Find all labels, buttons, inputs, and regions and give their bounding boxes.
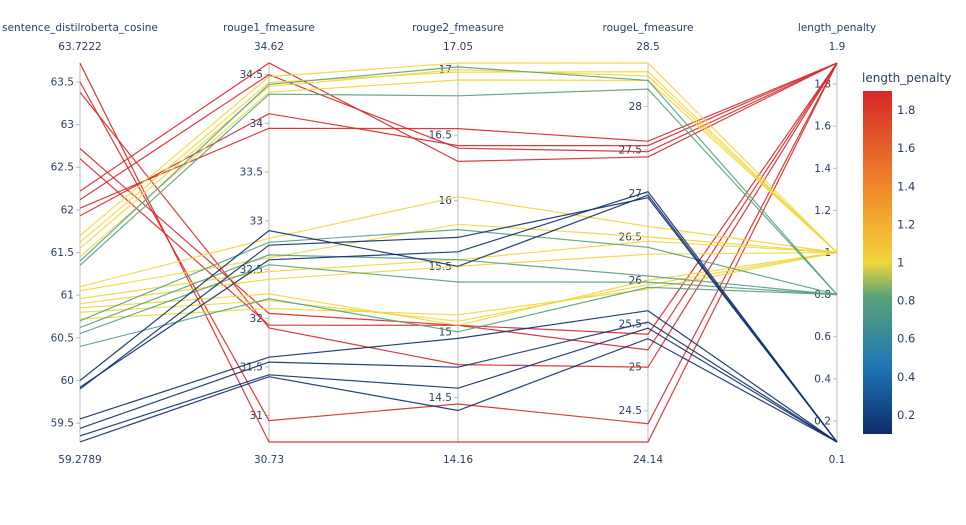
axis-range-max: 34.62 [254,41,284,53]
axis-tick-label: 60 [61,375,74,387]
axis-tick-label: 33 [250,215,263,227]
axis-tick-label: 25 [629,362,642,374]
data-line [79,62,838,425]
data-line [79,327,838,443]
colorbar-tick-label: 0.2 [897,408,915,422]
axis-title: sentence_distilroberta_cosine [2,22,158,34]
data-line [79,62,838,368]
colorbar-title: length_penalty [862,71,951,85]
axis-tick-label: 62 [61,204,74,216]
data-line [79,337,838,443]
data-line [79,62,838,209]
data-line [79,228,838,322]
colorbar-tick-label: 1.4 [897,179,915,193]
colorbar-tick-label: 0.6 [897,332,915,346]
axis-tick-label: 1.6 [814,121,831,133]
data-line [79,68,838,253]
axis-tick-label: 59.5 [51,418,74,430]
axis-tick-label: 63.5 [51,76,74,88]
data-lines [79,62,838,443]
data-line [79,71,838,253]
data-line [79,88,838,296]
axis-tick-label: 61.5 [51,247,74,259]
axis-tick-label: 60.5 [51,332,74,344]
data-line [79,194,838,443]
axis-tick-label: 28 [629,101,642,113]
data-line [79,286,838,347]
colorbar-tick-label: 1.2 [897,217,915,231]
axis-range-min: 0.1 [829,454,846,466]
axis-title: rouge1_fmeasure [223,22,315,34]
axis-tick-label: 0.6 [814,331,831,343]
data-line [79,254,838,329]
axis-title: rouge2_fmeasure [412,22,504,34]
axis-title: length_penalty [798,22,876,34]
axis-range-min: 59.2789 [58,454,101,466]
data-line [79,62,838,253]
axis-range-min: 30.73 [254,454,284,466]
colorbar-tick-label: 1.6 [897,141,915,155]
data-line [79,264,838,335]
axis-title: rougeL_fmeasure [603,22,694,34]
data-line [79,251,838,322]
data-line [79,62,838,201]
axes: sentence_distilroberta_cosine 63.7222 59.2… [2,22,876,466]
axis-tick-label: 16.5 [429,130,452,142]
colorbar: length_penalty 0.2 0.4 0.6 0.8 1 1.2 1.4 1.6 1.8 [862,71,951,434]
colorbar-tick-label: 0.8 [897,294,915,308]
axis-tick-label: 0.4 [814,373,831,385]
axis-tick-label: 34 [250,118,264,130]
axis-tick-label: 24.5 [619,405,642,417]
data-line [79,191,838,443]
axis-tick-label: 61 [61,290,74,302]
axis-tick-label: 1.4 [814,163,831,175]
data-line [79,321,838,443]
axis-range-max: 17.05 [443,41,473,53]
data-line [79,310,838,443]
data-line [79,251,838,326]
data-line [79,62,838,443]
axis-tick-label: 26.5 [619,231,642,243]
axis-tick-label: 62.5 [51,162,74,174]
axis-range-min: 14.16 [443,454,473,466]
colorbar-gradient [863,91,892,434]
data-line [79,66,838,295]
axis-tick-label: 1.2 [814,205,831,217]
axis-tick-label: 0.2 [814,415,831,427]
colorbar-tick-label: 0.4 [897,370,915,384]
axis-tick-label: 14.5 [429,392,452,404]
axis-range-min: 24.14 [633,454,663,466]
colorbar-tick-label: 1.8 [897,103,915,117]
axis-tick-label: 33.5 [240,167,263,179]
axis-tick-label: 63 [61,119,74,131]
axis-tick-label: 15 [439,326,452,338]
colorbar-tick-label: 1 [897,256,904,270]
axis-tick-label: 27.5 [619,144,642,156]
axis-range-max: 28.5 [636,41,659,53]
axis-range-max: 63.7222 [58,41,101,53]
axis-range-max: 1.9 [829,41,846,53]
data-line [79,196,838,288]
data-line [79,79,838,258]
data-line [79,197,838,443]
